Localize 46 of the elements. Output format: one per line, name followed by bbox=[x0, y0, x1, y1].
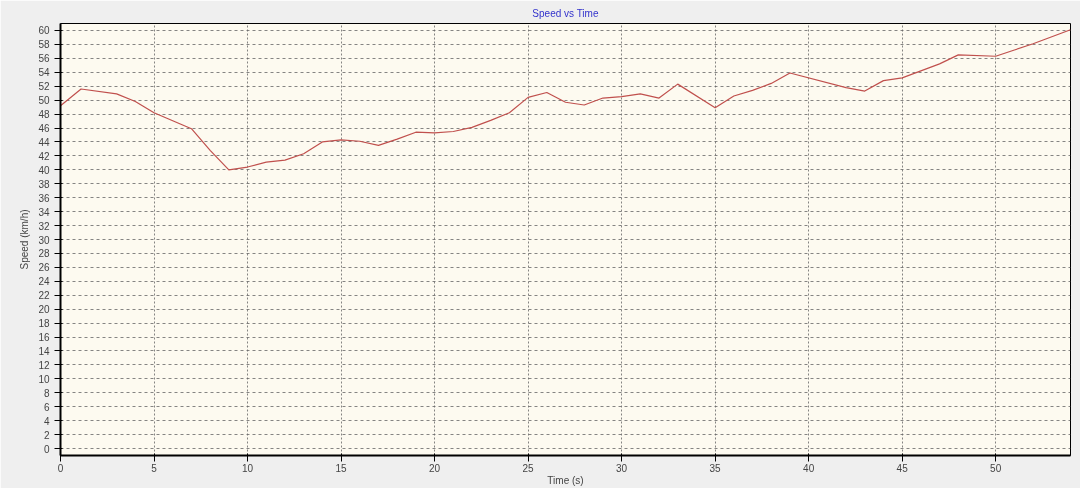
y-tick-label: 10 bbox=[38, 373, 50, 385]
x-tick-label: 40 bbox=[803, 462, 815, 474]
y-tick-label: 40 bbox=[38, 164, 50, 176]
y-tick-label: 50 bbox=[38, 95, 50, 107]
y-tick-label: 0 bbox=[43, 443, 50, 455]
y-tick-label: 2 bbox=[43, 429, 50, 441]
y-tick-label: 16 bbox=[38, 332, 50, 344]
y-tick-label: 48 bbox=[38, 109, 50, 121]
y-tick-label: 36 bbox=[38, 192, 50, 204]
x-tick-label: 50 bbox=[990, 462, 1002, 474]
x-axis-title: Time (s) bbox=[547, 474, 584, 486]
y-tick-label: 12 bbox=[38, 359, 50, 371]
y-axis-title: Speed (km/h) bbox=[19, 209, 31, 270]
x-tick-label: 5 bbox=[151, 462, 158, 474]
y-tick-label: 6 bbox=[43, 401, 50, 413]
y-tick-label: 30 bbox=[38, 234, 50, 246]
y-tick-label: 26 bbox=[38, 262, 50, 274]
x-tick-label: 30 bbox=[616, 462, 628, 474]
x-tick-label: 20 bbox=[429, 462, 441, 474]
y-tick-label: 52 bbox=[38, 81, 50, 93]
y-tick-label: 24 bbox=[38, 276, 50, 288]
y-tick-label: 54 bbox=[38, 67, 50, 79]
y-tick-label: 18 bbox=[38, 318, 50, 330]
y-tick-label: 4 bbox=[43, 415, 50, 427]
y-tick-label: 32 bbox=[38, 220, 50, 232]
y-tick-label: 58 bbox=[38, 39, 50, 51]
x-tick-label: 0 bbox=[57, 462, 64, 474]
x-tick-label: 10 bbox=[241, 462, 254, 474]
y-tick-label: 22 bbox=[38, 290, 50, 302]
x-tick-label: 45 bbox=[896, 462, 909, 474]
y-tick-label: 44 bbox=[38, 136, 50, 148]
y-tick-label: 28 bbox=[38, 248, 50, 260]
chart-title: Speed vs Time bbox=[532, 7, 599, 19]
x-tick-label: 25 bbox=[522, 462, 535, 474]
y-tick-label: 20 bbox=[38, 304, 50, 316]
x-tick-label: 15 bbox=[335, 462, 348, 474]
y-tick-label: 38 bbox=[38, 178, 50, 190]
line-series bbox=[60, 29, 1071, 171]
y-tick-label: 56 bbox=[38, 53, 50, 65]
y-tick-label: 60 bbox=[38, 25, 50, 37]
y-tick-label: 42 bbox=[38, 150, 50, 162]
y-tick-label: 14 bbox=[38, 345, 50, 357]
y-tick-label: 34 bbox=[38, 206, 50, 218]
x-tick-label: 35 bbox=[709, 462, 722, 474]
y-tick-label: 46 bbox=[38, 123, 50, 135]
y-tick-label: 8 bbox=[43, 387, 50, 399]
